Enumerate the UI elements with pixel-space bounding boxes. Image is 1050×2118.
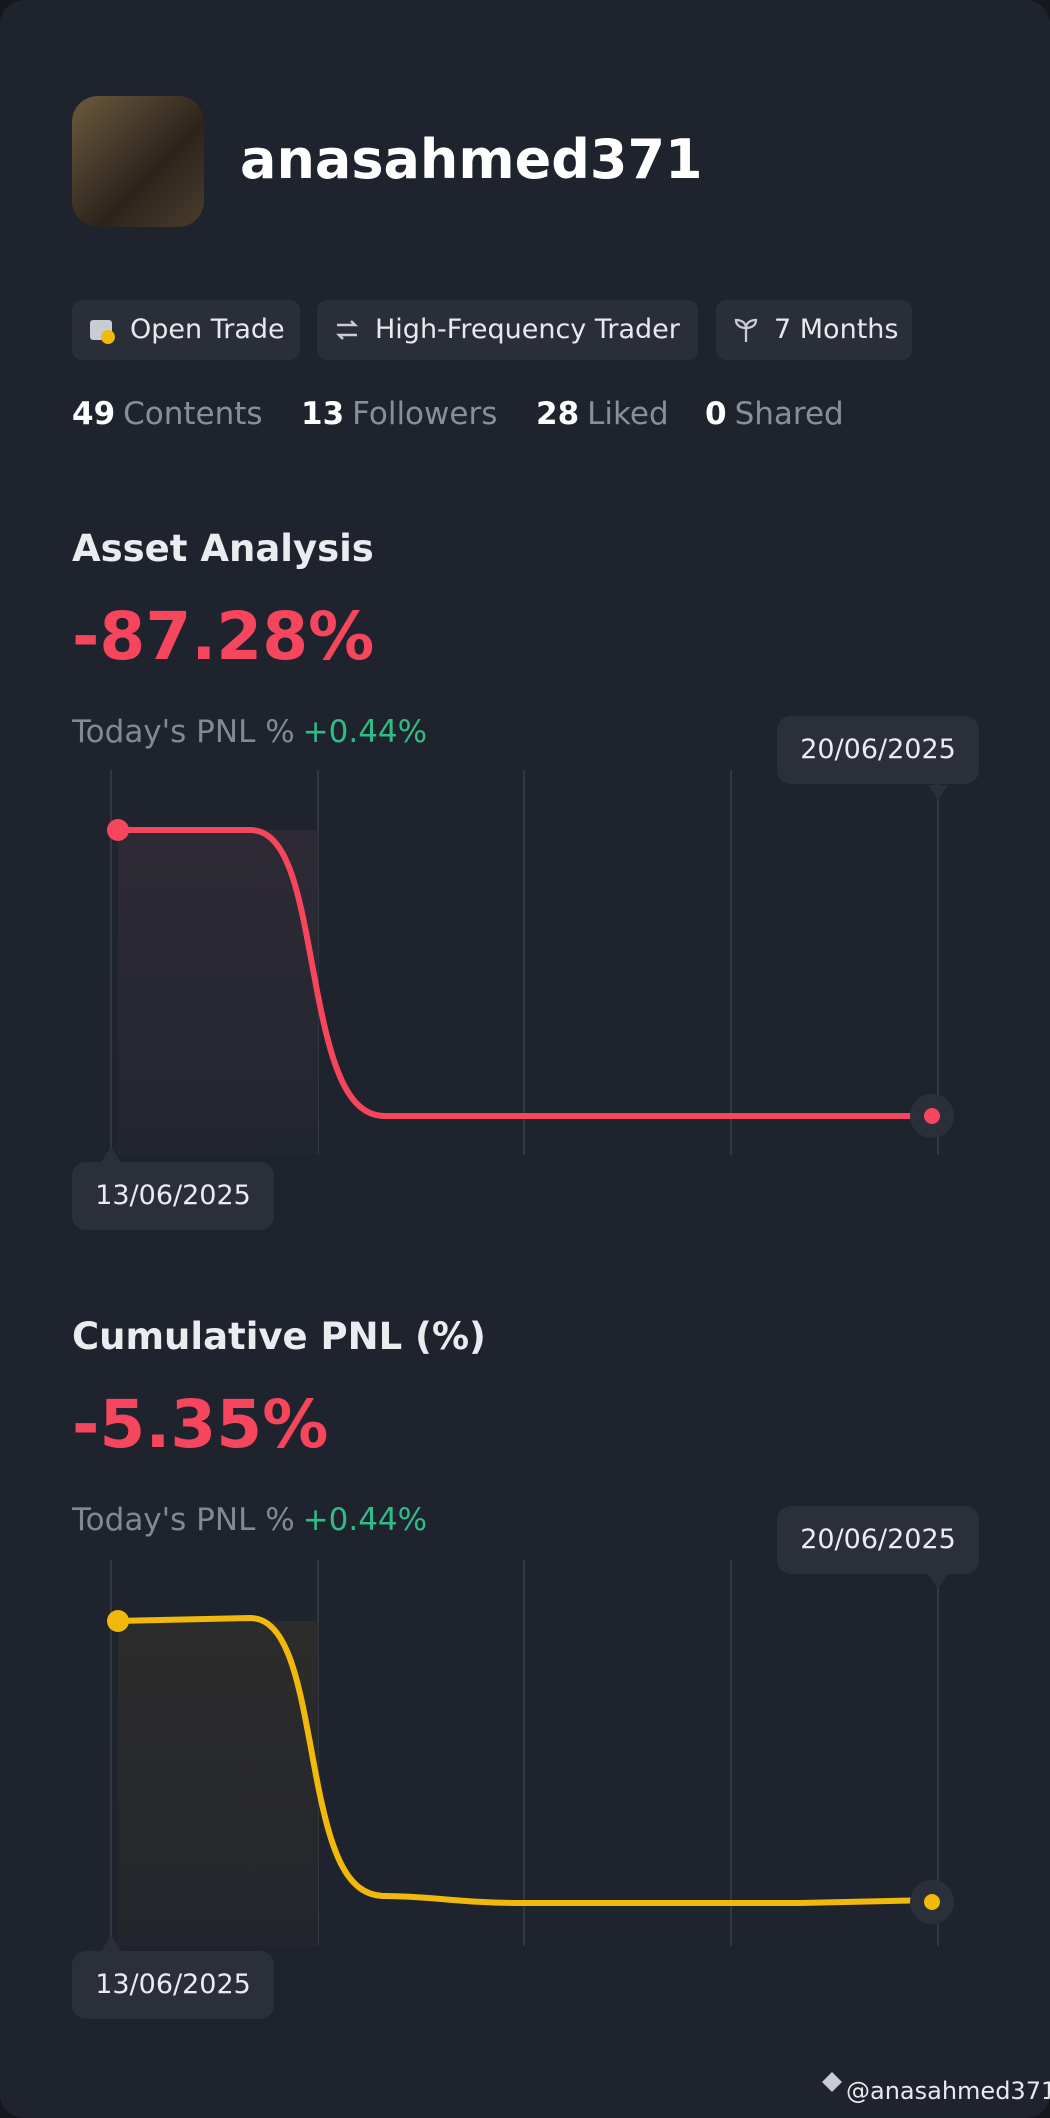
chart bbox=[101, 770, 954, 1162]
tag-text: Open Trade bbox=[130, 314, 285, 345]
stat[interactable]: 28 Liked bbox=[536, 396, 669, 432]
tag-text: 7 Months bbox=[774, 314, 899, 345]
stat-value: 49 bbox=[72, 396, 116, 432]
tag-text: High-Frequency Trader bbox=[375, 314, 680, 345]
section-value: -5.35% bbox=[72, 1386, 329, 1463]
end-date: 20/06/2025 bbox=[777, 716, 979, 784]
stat[interactable]: 49 Contents bbox=[72, 396, 263, 432]
stat-value: 28 bbox=[536, 396, 580, 432]
today-label: Today's PNL % bbox=[72, 714, 295, 750]
today-label: Today's PNL % bbox=[72, 1502, 295, 1538]
icon bbox=[734, 318, 758, 342]
stat-label: Liked bbox=[587, 396, 669, 432]
end-date: 20/06/2025 bbox=[777, 1506, 979, 1574]
today-pnl: Today's PNL % +0.44% bbox=[72, 714, 427, 750]
section-value: -87.28% bbox=[72, 598, 375, 675]
section-title: Asset Analysis bbox=[72, 527, 374, 570]
today-value: +0.44% bbox=[302, 714, 428, 750]
stat-label: Contents bbox=[123, 396, 263, 432]
stat[interactable]: 13 Followers bbox=[301, 396, 497, 432]
today-value: +0.44% bbox=[302, 1502, 428, 1538]
tag: 7 Months bbox=[716, 300, 912, 360]
icon bbox=[90, 320, 115, 344]
start-date: 13/06/2025 bbox=[72, 1951, 274, 2019]
today-pnl: Today's PNL % +0.44% bbox=[72, 1502, 427, 1538]
avatar[interactable] bbox=[72, 96, 204, 227]
chart bbox=[101, 1560, 954, 1951]
stat-label: Followers bbox=[352, 396, 498, 432]
username[interactable]: anasahmed371 bbox=[240, 128, 703, 191]
icon bbox=[335, 320, 359, 340]
stat-value: 13 bbox=[301, 396, 345, 432]
stat[interactable]: 0 Shared bbox=[705, 396, 844, 432]
start-date: 13/06/2025 bbox=[72, 1162, 274, 1230]
stat-value: 0 bbox=[705, 396, 727, 432]
section-title: Cumulative PNL (%) bbox=[72, 1315, 486, 1358]
tag: High-Frequency Trader bbox=[317, 300, 698, 360]
tag: Open Trade bbox=[72, 300, 300, 360]
stat-label: Shared bbox=[734, 396, 844, 432]
watermark: @anasahmed371 bbox=[846, 2077, 1050, 2105]
